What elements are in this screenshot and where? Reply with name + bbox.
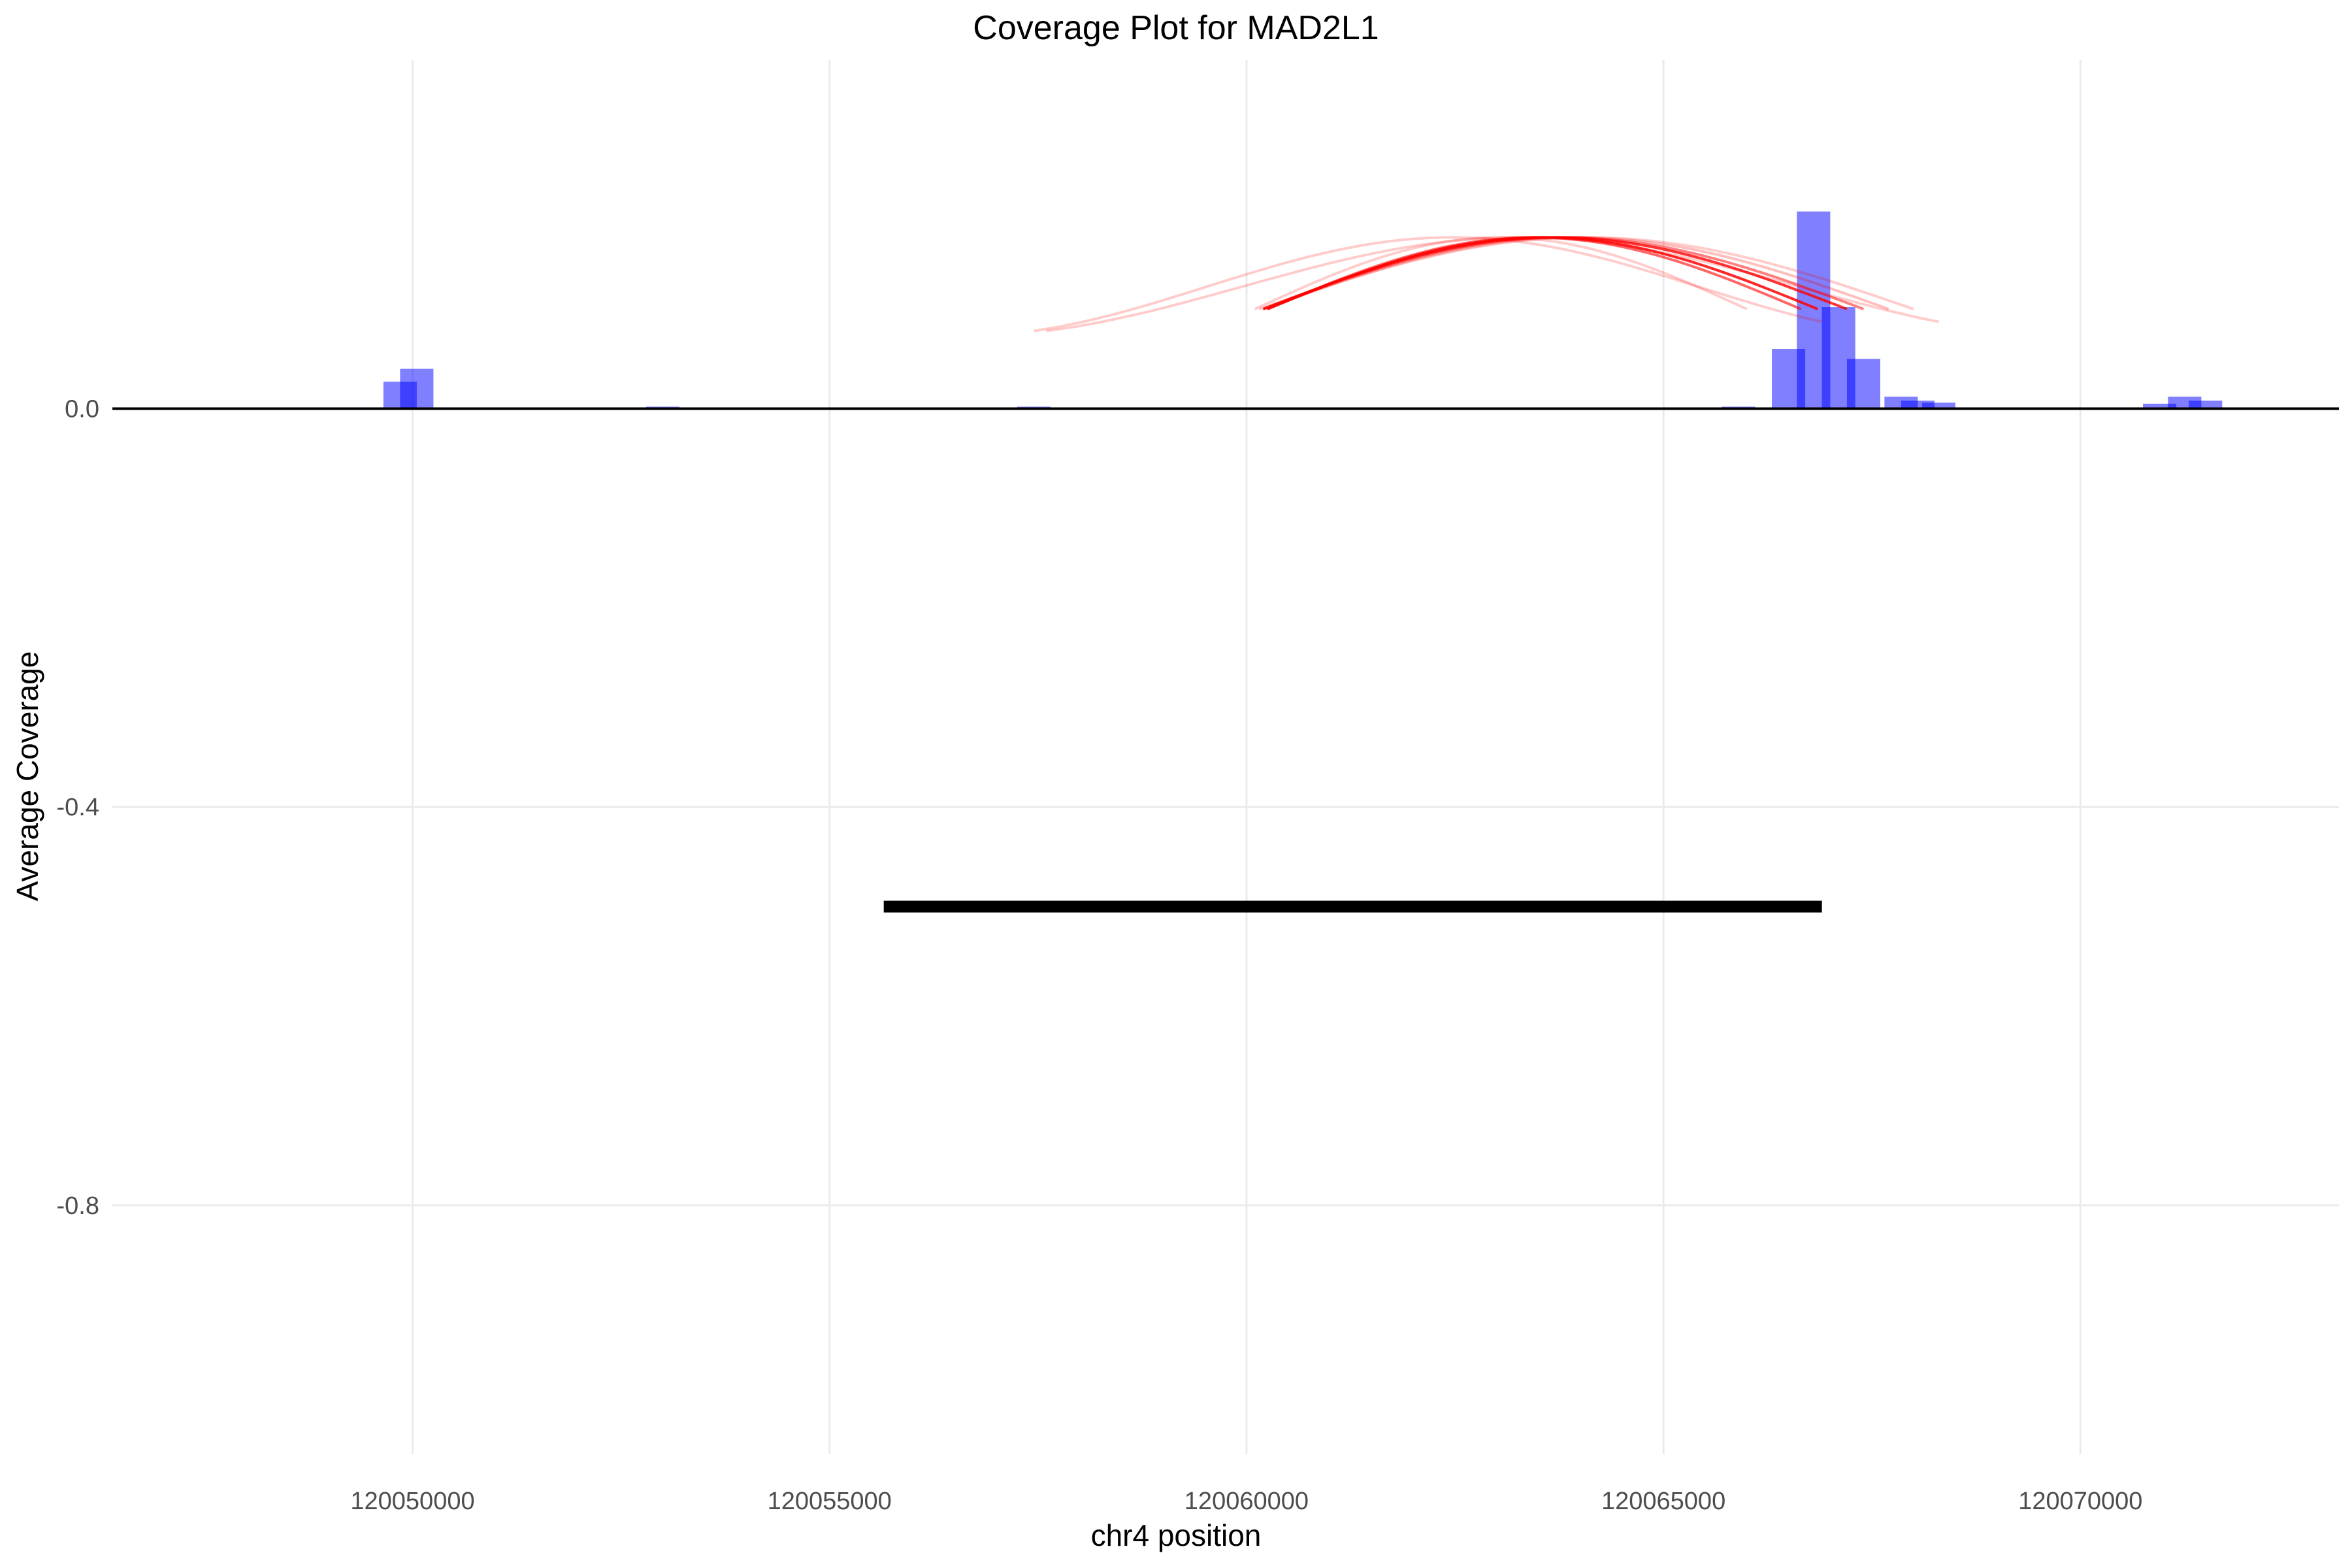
arc-layer <box>1034 236 1939 333</box>
tick-layer: 120050000 120055000 120060000 120065000 1200… <box>57 396 2143 1516</box>
coverage-bar <box>2143 403 2177 409</box>
y-axis-label: Average Coverage <box>10 651 44 902</box>
y-tick-label: -0.8 <box>57 1192 99 1220</box>
grid-layer <box>112 60 2339 1454</box>
junction-arc <box>1046 236 1939 333</box>
junction-arc <box>1267 236 1802 310</box>
chart-title: Coverage Plot for MAD2L1 <box>973 9 1379 47</box>
coverage-bar <box>1921 402 1955 409</box>
x-tick-label: 120050000 <box>350 1488 474 1515</box>
x-tick-label: 120060000 <box>1184 1488 1309 1515</box>
x-tick-label: 120065000 <box>1601 1488 1725 1515</box>
y-tick-label: 0.0 <box>65 396 99 423</box>
x-tick-label: 120070000 <box>2018 1488 2142 1515</box>
bar-layer <box>383 211 2223 409</box>
junction-arc <box>1254 236 1748 310</box>
coverage-bar <box>400 368 434 409</box>
y-tick-label: -0.4 <box>57 794 99 821</box>
coverage-bar <box>2189 400 2223 409</box>
coverage-bar <box>1846 359 1880 409</box>
x-tick-label: 120055000 <box>768 1488 892 1515</box>
x-axis-label: chr4 position <box>1091 1518 1262 1552</box>
junction-arc <box>1034 236 1823 333</box>
